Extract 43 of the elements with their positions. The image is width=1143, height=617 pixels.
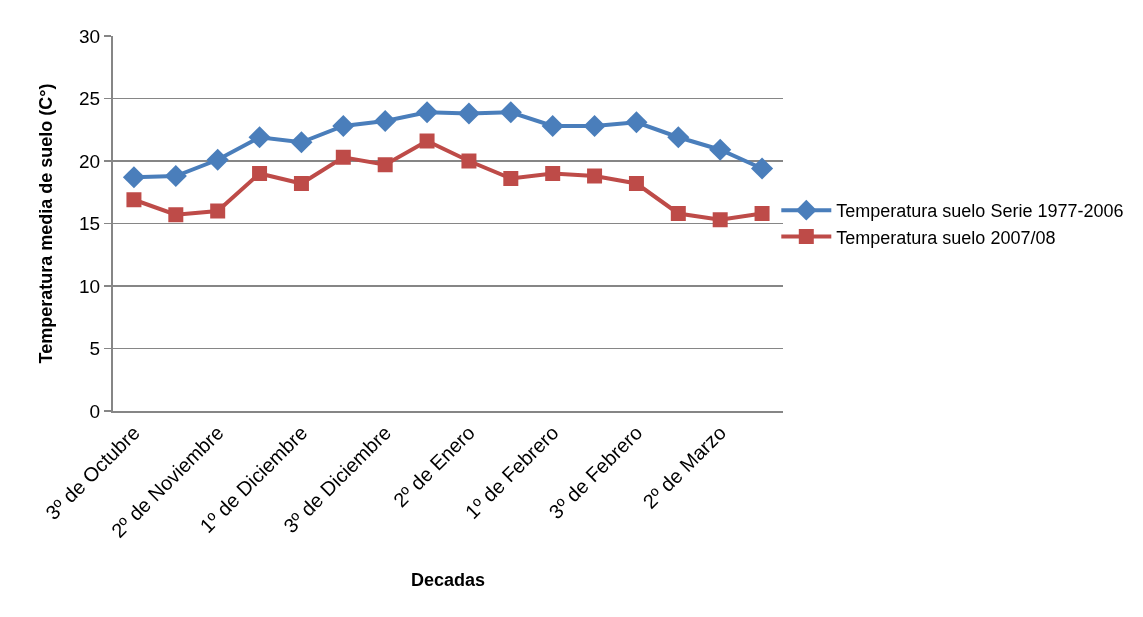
y-tick-label: 5 bbox=[89, 338, 101, 360]
point bbox=[754, 206, 770, 221]
point bbox=[751, 157, 774, 180]
point bbox=[461, 153, 477, 169]
point bbox=[667, 126, 690, 149]
point bbox=[628, 176, 644, 191]
y-tick-label: 20 bbox=[79, 150, 101, 172]
y-axis-title: Temperatura media de suelo (C°) bbox=[35, 83, 56, 364]
point bbox=[457, 102, 480, 125]
point bbox=[332, 114, 355, 138]
point bbox=[583, 114, 606, 138]
x-axis-title: Decadas bbox=[410, 569, 486, 590]
point bbox=[252, 166, 268, 181]
point bbox=[126, 192, 142, 208]
point bbox=[709, 138, 732, 161]
point bbox=[374, 109, 397, 133]
y-tick-label: 30 bbox=[79, 25, 101, 47]
point bbox=[712, 212, 728, 228]
y-tick-label: 25 bbox=[79, 88, 101, 110]
y-tick-label: 10 bbox=[79, 275, 101, 297]
point bbox=[541, 114, 564, 138]
point bbox=[377, 157, 393, 173]
point bbox=[164, 164, 187, 188]
point bbox=[293, 176, 309, 191]
point bbox=[625, 111, 648, 134]
point bbox=[587, 168, 603, 184]
point bbox=[210, 203, 226, 219]
legend-label: Temperatura suelo 2007/08 bbox=[836, 227, 1056, 248]
point bbox=[499, 101, 522, 124]
y-tick-label: 15 bbox=[79, 213, 101, 235]
point bbox=[503, 171, 519, 186]
legend-label: Temperatura suelo Serie 1977-2006 bbox=[836, 201, 1124, 222]
point bbox=[545, 166, 561, 181]
point bbox=[122, 166, 145, 189]
point bbox=[248, 126, 271, 149]
point bbox=[335, 149, 351, 165]
point bbox=[290, 131, 313, 154]
point bbox=[419, 133, 435, 149]
point bbox=[670, 206, 686, 221]
point bbox=[416, 101, 439, 124]
point bbox=[168, 207, 184, 223]
y-tick-label: 0 bbox=[89, 400, 101, 422]
point bbox=[206, 148, 229, 171]
